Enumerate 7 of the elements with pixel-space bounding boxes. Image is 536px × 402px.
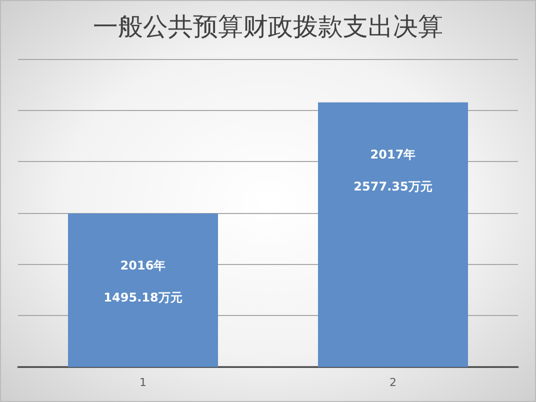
- data-label: 1495.18万元: [104, 290, 182, 304]
- x-tick-label: 1: [140, 376, 146, 389]
- annotation: 2016年: [120, 258, 166, 272]
- chart-title: 一般公共预算财政拨款支出决算: [93, 12, 443, 41]
- data-label: 2577.35万元: [354, 179, 432, 194]
- x-tick-label: 2: [390, 376, 396, 389]
- annotation: 2017年: [370, 147, 416, 162]
